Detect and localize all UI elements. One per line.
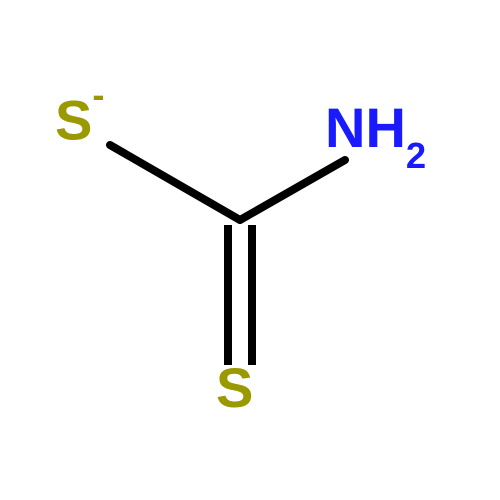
atom-s-minus-charge: - (92, 74, 104, 115)
atom-nh2-n: N (325, 96, 365, 159)
chemical-structure-diagram: S- NH2 S (0, 0, 500, 500)
bond-layer (0, 0, 500, 500)
bond-s-minus-c (110, 145, 240, 220)
atom-s-minus-symbol: S (55, 89, 92, 152)
atom-s-double: S (216, 360, 253, 416)
atom-nh2: NH2 (325, 100, 426, 166)
atom-s-minus: S- (55, 90, 104, 149)
atom-s-double-symbol: S (216, 356, 253, 419)
bond-c-n (240, 160, 345, 220)
atom-nh2-h: H (365, 96, 405, 159)
atom-nh2-sub: 2 (406, 135, 426, 176)
